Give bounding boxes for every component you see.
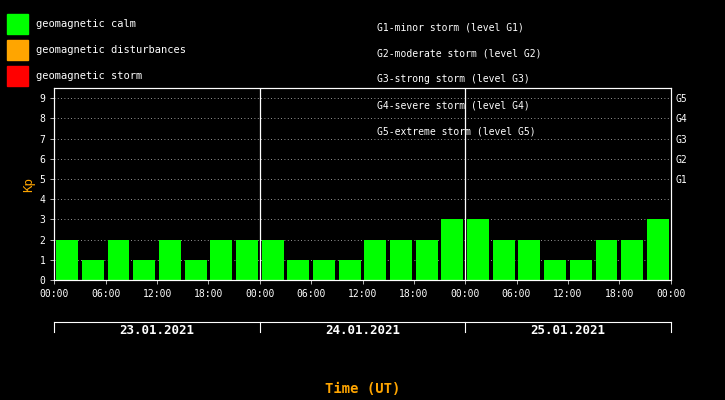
Bar	[442, 219, 463, 280]
Text: 24.01.2021: 24.01.2021	[325, 324, 400, 337]
Bar	[365, 240, 386, 280]
Bar	[287, 260, 310, 280]
Text: G2-moderate storm (level G2): G2-moderate storm (level G2)	[377, 48, 542, 58]
Bar	[390, 240, 412, 280]
Bar	[518, 240, 540, 280]
Bar	[339, 260, 360, 280]
Bar	[107, 240, 130, 280]
Bar	[185, 260, 207, 280]
Text: 25.01.2021: 25.01.2021	[531, 324, 605, 337]
Bar	[236, 240, 258, 280]
Bar	[493, 240, 515, 280]
Bar	[82, 260, 104, 280]
Text: geomagnetic storm: geomagnetic storm	[36, 71, 143, 81]
Text: 23.01.2021: 23.01.2021	[120, 324, 194, 337]
Bar	[595, 240, 618, 280]
Bar	[159, 240, 181, 280]
Bar	[467, 219, 489, 280]
Bar	[262, 240, 283, 280]
Text: G3-strong storm (level G3): G3-strong storm (level G3)	[377, 74, 530, 84]
Bar	[210, 240, 232, 280]
Text: geomagnetic calm: geomagnetic calm	[36, 19, 136, 29]
Text: G4-severe storm (level G4): G4-severe storm (level G4)	[377, 100, 530, 110]
Bar	[647, 219, 668, 280]
Bar	[621, 240, 643, 280]
Bar	[313, 260, 335, 280]
Y-axis label: Kp: Kp	[22, 176, 36, 192]
Text: geomagnetic disturbances: geomagnetic disturbances	[36, 45, 186, 55]
Bar	[415, 240, 438, 280]
Bar	[133, 260, 155, 280]
Text: G5-extreme storm (level G5): G5-extreme storm (level G5)	[377, 126, 536, 136]
Text: G1-minor storm (level G1): G1-minor storm (level G1)	[377, 22, 524, 32]
Bar	[57, 240, 78, 280]
Bar	[544, 260, 566, 280]
Bar	[570, 260, 592, 280]
Text: Time (UT): Time (UT)	[325, 382, 400, 396]
